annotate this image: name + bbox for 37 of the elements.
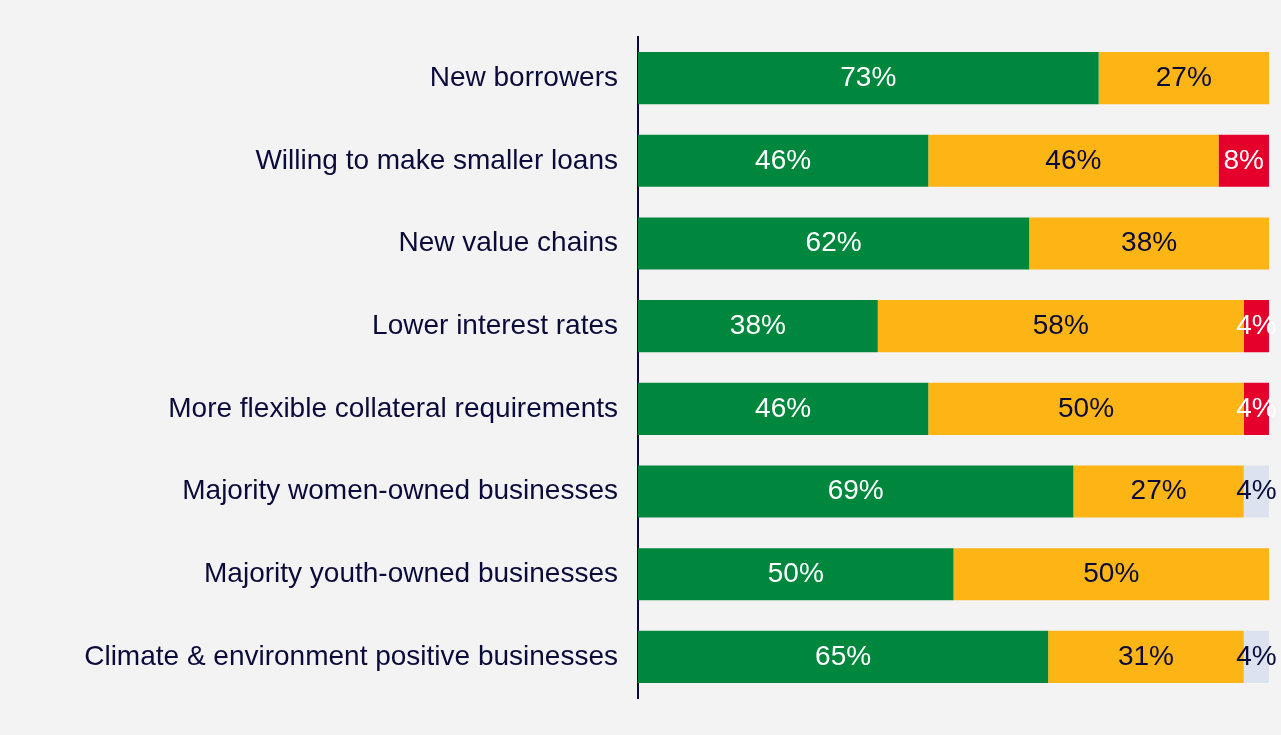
data-label: 31% (1117, 639, 1174, 671)
y-tick-label: New value chains (398, 226, 618, 258)
bar (638, 52, 1099, 105)
data-label: 62% (805, 226, 862, 258)
data-label: 46% (1045, 143, 1102, 175)
y-tick-label: Majority youth-owned businesses (204, 556, 618, 588)
data-label: 38% (1121, 226, 1178, 258)
bar (638, 548, 954, 601)
bar (638, 630, 1049, 683)
y-tick-label: New borrowers (429, 60, 618, 92)
data-label: 46% (755, 143, 812, 175)
data-label: 38% (729, 308, 786, 340)
bar (638, 465, 1074, 518)
bar (638, 382, 929, 435)
data-label: 73% (840, 60, 897, 92)
data-label: 27% (1155, 60, 1212, 92)
bar (638, 134, 929, 187)
data-label: 46% (755, 391, 812, 423)
bar (1029, 217, 1269, 270)
bar (1098, 52, 1269, 105)
data-label: 50% (1057, 391, 1115, 423)
y-tick-label: Majority women-owned businesses (182, 474, 618, 506)
y-tick-label: More flexible collateral requirements (168, 391, 618, 423)
data-label: 65% (815, 639, 872, 671)
bar (638, 217, 1030, 270)
bar (928, 134, 1219, 187)
data-label: 50% (767, 556, 824, 588)
data-label: 69% (827, 474, 884, 506)
data-label: 27% (1130, 474, 1187, 506)
data-label: 50% (1083, 556, 1140, 588)
bar (953, 548, 1269, 601)
y-tick-label: Lower interest rates (372, 308, 618, 340)
bar (638, 300, 878, 353)
y-tick-label: Willing to make smaller loans (255, 143, 618, 175)
y-tick-label: Climate & environment positive businesses (84, 639, 618, 671)
data-label: 8% (1223, 143, 1264, 175)
data-label: 58% (1032, 308, 1089, 340)
